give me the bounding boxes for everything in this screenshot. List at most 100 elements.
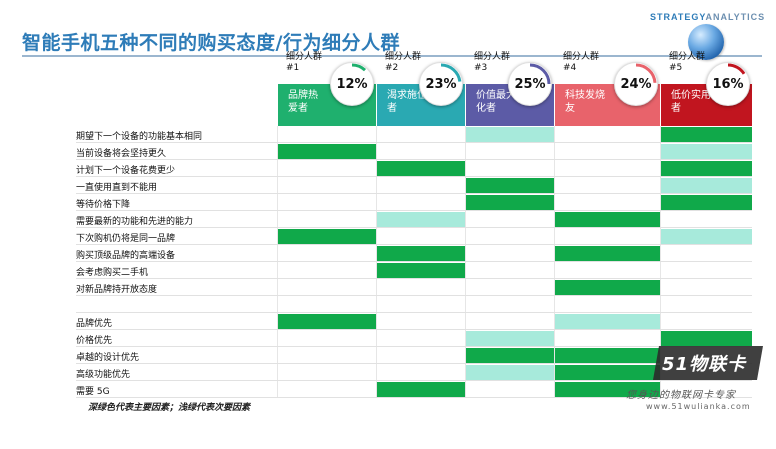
column-divider xyxy=(465,126,466,398)
row-divider xyxy=(76,159,752,160)
segment-header-5: 细分人群 #5 低价实用者 16% xyxy=(661,52,752,126)
matrix-cell-dark xyxy=(377,263,465,278)
row-label: 会考虑购买二手机 xyxy=(76,268,149,278)
segment-header-2: 细分人群 #2 渴求施位者 23% xyxy=(377,52,465,126)
page-title: 智能手机五种不同的购买态度/行为细分人群 xyxy=(22,32,400,54)
matrix-cell-dark xyxy=(466,195,554,210)
matrix-cell-dark xyxy=(466,348,554,363)
segment-number: #1 xyxy=(286,63,300,73)
watermark-tagline: 您身边的物联网卡专家 xyxy=(626,390,736,401)
share-arc-path xyxy=(529,63,551,85)
row-label: 价格优先 xyxy=(76,336,113,346)
row-divider xyxy=(76,295,752,296)
share-arc-path xyxy=(727,63,746,75)
row-divider xyxy=(76,363,752,364)
row-label: 下次购机仍将是同一品牌 xyxy=(76,234,176,244)
segment-share-badge: 25% xyxy=(508,62,552,106)
row-label: 需要最新的功能和先进的能力 xyxy=(76,217,194,227)
share-arc-path xyxy=(351,63,367,72)
segment-label-line: 价值最大 xyxy=(476,90,516,101)
segment-share-badge: 23% xyxy=(419,62,463,106)
segment-name: 细分人群 #1 xyxy=(286,52,322,74)
share-arc xyxy=(529,63,551,85)
row-label: 当前设备将会坚持更久 xyxy=(76,149,167,159)
matrix-cell-light xyxy=(661,144,752,159)
segment-label-line: 友 xyxy=(565,103,575,114)
matrix-cell-dark xyxy=(555,212,660,227)
row-divider xyxy=(76,142,752,143)
row-label: 品牌优先 xyxy=(76,319,113,329)
matrix-cell-dark xyxy=(278,144,376,159)
segment-share-value: 25% xyxy=(514,76,546,92)
matrix-cell-dark xyxy=(377,382,465,397)
share-arc-path xyxy=(440,63,462,82)
row-label: 等待价格下降 xyxy=(76,200,131,210)
segment-label-line: 化者 xyxy=(476,103,496,114)
segment-label-line: 科技发烧 xyxy=(565,90,605,101)
row-divider xyxy=(76,176,752,177)
segment-label-line: 爱者 xyxy=(288,103,308,114)
share-arc xyxy=(351,63,367,72)
segment-share-value: 16% xyxy=(712,76,744,92)
row-divider xyxy=(76,193,752,194)
share-arc xyxy=(440,63,462,82)
segment-number: #5 xyxy=(669,63,683,73)
column-divider xyxy=(660,126,661,398)
segment-label-line: 低价实用 xyxy=(671,90,711,101)
segment-label-line: 渴求施位 xyxy=(387,90,427,101)
matrix-cell-dark xyxy=(661,195,752,210)
row-divider xyxy=(76,397,752,398)
row-divider xyxy=(76,278,752,279)
matrix-cell-light xyxy=(466,365,554,380)
segment-name: 细分人群 #4 xyxy=(563,52,599,74)
column-divider xyxy=(554,126,555,398)
matrix-cell-dark xyxy=(661,161,752,176)
segment-share-value: 24% xyxy=(620,76,652,92)
segment-name: 细分人群 #3 xyxy=(474,52,510,74)
matrix-cell-light xyxy=(377,212,465,227)
matrix-cell-dark xyxy=(555,246,660,261)
row-divider xyxy=(76,227,752,228)
matrix-cell-dark xyxy=(377,246,465,261)
share-arc xyxy=(635,63,657,84)
segment-name: 细分人群 #5 xyxy=(669,52,705,74)
segment-header-3: 细分人群 #3 价值最大化者 25% xyxy=(466,52,554,126)
segment-label-line: 者 xyxy=(671,103,681,114)
segment-header-4: 细分人群 #4 科技发烧友 24% xyxy=(555,52,660,126)
matrix-cell-light xyxy=(466,331,554,346)
globe-icon xyxy=(688,24,724,60)
column-divider xyxy=(376,126,377,398)
segment-name-text: 细分人群 xyxy=(563,52,600,62)
row-label: 计划下一个设备花费更少 xyxy=(76,166,176,176)
matrix-cell-dark xyxy=(661,127,752,142)
matrix-cell-dark xyxy=(555,365,660,380)
segment-name-text: 细分人群 xyxy=(286,52,323,62)
segment-label-line: 者 xyxy=(387,103,397,114)
segment-share-badge: 24% xyxy=(614,62,658,106)
segment-number: #3 xyxy=(474,63,488,73)
title-divider xyxy=(22,55,762,57)
column-divider xyxy=(277,126,278,398)
row-label: 卓越的设计优先 xyxy=(76,353,140,363)
legend-footnote: 深绿色代表主要因素；浅绿代表次要因素 xyxy=(88,403,251,413)
matrix-cell-dark xyxy=(278,229,376,244)
segment-name: 细分人群 #2 xyxy=(385,52,421,74)
row-divider xyxy=(76,312,752,313)
brand-part2: ANALYTICS xyxy=(705,12,766,22)
segment-number: #2 xyxy=(385,63,399,73)
matrix-cell-dark xyxy=(466,178,554,193)
row-divider xyxy=(76,329,752,330)
matrix-cell-dark xyxy=(555,382,660,397)
row-label: 期望下一个设备的功能基本相同 xyxy=(76,132,203,142)
row-divider xyxy=(76,380,752,381)
row-label: 需要 5G xyxy=(76,387,110,397)
row-divider xyxy=(76,346,752,347)
segment-label-line: 品牌热 xyxy=(288,90,318,101)
matrix-cell-light xyxy=(466,127,554,142)
segment-number: #4 xyxy=(563,63,577,73)
matrix-cell-light xyxy=(661,229,752,244)
matrix-cell-light xyxy=(661,178,752,193)
brand-logo: STRATEGYANALYTICS xyxy=(650,12,765,22)
segment-name-text: 细分人群 xyxy=(474,52,511,62)
segment-name-text: 细分人群 xyxy=(385,52,422,62)
